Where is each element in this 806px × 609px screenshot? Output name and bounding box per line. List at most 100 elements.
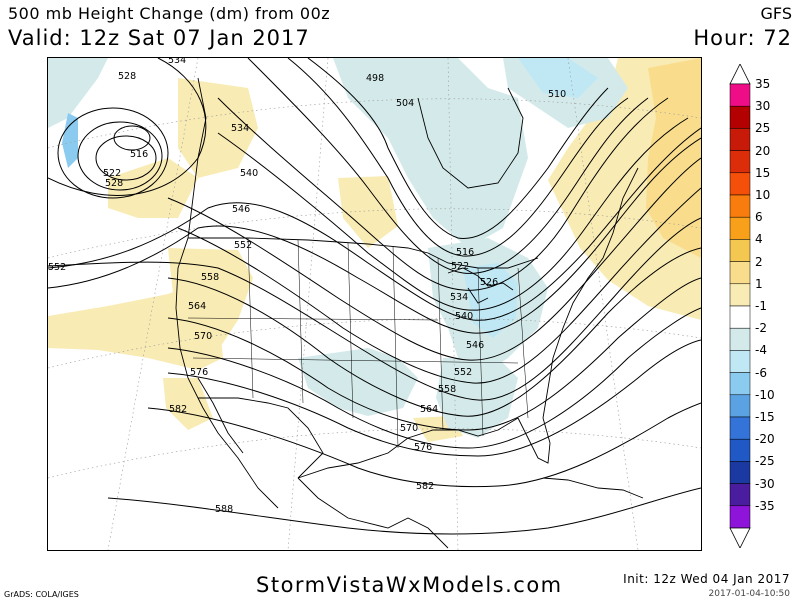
colorbar-swatch (729, 172, 751, 196)
fall-area-low-core (62, 113, 78, 168)
colorbar-swatch (729, 216, 751, 240)
colorbar-upper-arrow (729, 63, 751, 85)
colorbar-lower-arrow (729, 527, 751, 549)
contour-label: 582 (169, 404, 187, 415)
contour-558 (167, 247, 701, 417)
colorbar-label: -25 (755, 454, 775, 469)
contour-label: 546 (466, 340, 484, 351)
contour-labels: 534 528 498 504 510 534 516 522 528 540 … (48, 58, 566, 515)
contour-label: 522 (451, 261, 469, 272)
site-watermark: StormVistaWxModels.com (256, 573, 563, 597)
contour-588 (107, 487, 701, 535)
colorbar-swatch (729, 461, 751, 484)
coastline-west (175, 77, 279, 509)
colorbar-swatch (729, 283, 751, 307)
colorbar-swatch (729, 261, 751, 285)
rise-area-west-coast (168, 248, 253, 358)
contour-label: 546 (232, 204, 250, 215)
fall-area-labrador-deep (518, 58, 598, 98)
contour-closed-low-4 (113, 125, 151, 151)
colorbar-label: 20 (755, 143, 771, 158)
contour-label: 498 (366, 73, 384, 84)
contour-564 (167, 277, 701, 431)
rise-area-canada-central (338, 176, 398, 248)
colorbar-label: -4 (755, 343, 767, 358)
coastlines-and-borders (175, 77, 644, 549)
contour-label: 552 (454, 367, 472, 378)
contour-label: 534 (450, 292, 468, 303)
color-scale-svg (729, 63, 751, 549)
rise-area-deep-atlantic (646, 58, 701, 258)
contour-label: 564 (188, 301, 206, 312)
cuba (542, 477, 644, 499)
colorbar-label: -20 (755, 432, 775, 447)
rise-area-pacific-northwest (178, 78, 258, 178)
colorbar-swatch (729, 239, 751, 262)
fall-area-south-plains (298, 348, 418, 416)
contour-540 (167, 157, 701, 361)
colorbar-swatch (729, 105, 751, 129)
contour-label: 516 (130, 149, 148, 160)
colorbar-swatch (729, 150, 751, 174)
contour-label: 522 (103, 168, 121, 179)
init-time: Init: 12z Wed 04 Jan 2017 (623, 572, 790, 586)
color-scale-bar (729, 63, 751, 549)
colorbar-label: -6 (755, 365, 767, 380)
contour-label: 516 (456, 247, 474, 258)
colorbar-label: -30 (755, 476, 775, 491)
forecast-hour: Hour: 72 (693, 26, 792, 50)
contour-504 (287, 58, 629, 257)
contour-510 (247, 58, 649, 274)
contour-582 (147, 402, 701, 488)
contour-label: 570 (400, 423, 418, 434)
contour-closed-low-1 (57, 107, 169, 199)
contour-label: 564 (420, 404, 438, 415)
colorbar-label: -35 (755, 498, 775, 513)
fall-area-north-pacific (48, 58, 108, 128)
colorbar-swatch (729, 128, 751, 151)
contour-label: 534 (231, 123, 249, 134)
contour-522 (217, 117, 689, 311)
great-lakes (447, 267, 514, 304)
contour-label: 558 (201, 272, 219, 283)
colorbar-label: 4 (755, 232, 763, 247)
contour-label: 558 (438, 384, 456, 395)
state-lines (187, 237, 529, 449)
contour-label: 588 (215, 504, 233, 515)
map-panel: 534 528 498 504 510 534 516 522 528 540 … (47, 57, 702, 551)
contour-label: 552 (234, 240, 252, 251)
border-us-canada (188, 237, 539, 269)
contour-546 (177, 187, 701, 384)
colorbar-label: 25 (755, 121, 771, 136)
coastline-hudson-bay (417, 87, 524, 189)
contour-570 (167, 307, 701, 449)
contour-label: 582 (416, 481, 434, 492)
contour-552 (48, 217, 701, 401)
contour-label: 534 (168, 58, 186, 66)
valid-time: Valid: 12z Sat 07 Jan 2017 (8, 26, 310, 50)
contour-516 (217, 97, 669, 291)
model-name: GFS (760, 4, 792, 23)
colorbar-swatch (729, 83, 751, 107)
colorbar-swatch (729, 438, 751, 462)
coastline-florida (517, 417, 551, 464)
colorbar-label: 2 (755, 254, 763, 269)
colorbar-swatch (729, 305, 751, 329)
colorbar-swatch (729, 194, 751, 218)
contour-label: 540 (240, 168, 258, 179)
colorbar-label: -15 (755, 410, 775, 424)
fall-area-hudson-bay (333, 58, 528, 248)
colorbar-swatch (729, 483, 751, 507)
coastline-east (542, 167, 639, 419)
colorbar-swatch (729, 327, 751, 351)
border-us-mexico (198, 397, 324, 479)
contour-528 (48, 137, 701, 334)
contour-closed-low-2 (77, 121, 163, 191)
contour-498 (307, 58, 609, 239)
colorbar-swatch (729, 416, 751, 440)
rise-area-baja (163, 378, 213, 430)
colorbar-label: 10 (755, 188, 771, 202)
contour-closed-low-3 (95, 135, 157, 181)
generation-timestamp: 2017-01-04-10:50 (708, 589, 791, 599)
colorbar-label: 1 (755, 276, 763, 291)
